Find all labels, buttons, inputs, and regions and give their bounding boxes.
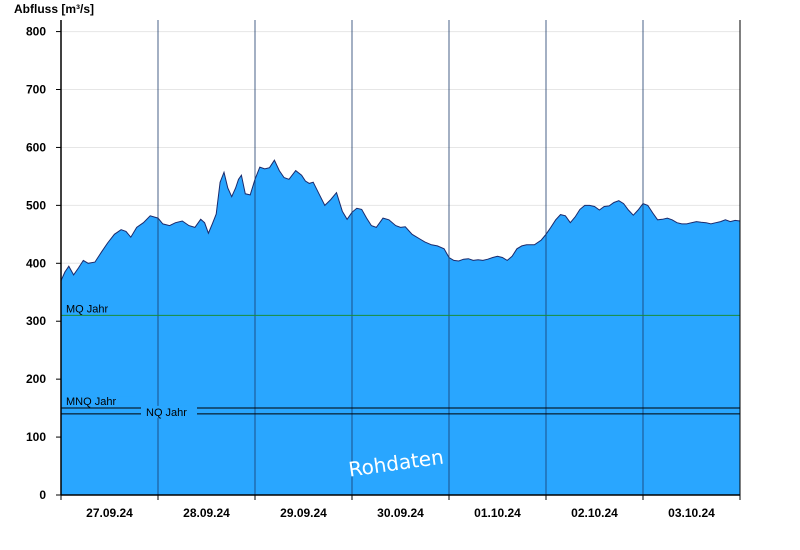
mq-label: MQ Jahr <box>66 303 109 315</box>
x-ticks: 27.09.24 28.09.24 29.09.24 30.09.24 01.10.24… <box>60 495 741 520</box>
area-series <box>60 159 741 495</box>
y-tick-label: 800 <box>26 25 46 39</box>
y-axis-title: Abfluss [m³/s] <box>14 2 94 16</box>
x-tick-label: 02.10.24 <box>571 506 618 520</box>
nq-label: NQ Jahr <box>146 407 187 419</box>
y-tick-label: 100 <box>26 430 46 444</box>
x-tick-label: 27.09.24 <box>86 506 133 520</box>
x-tick-label: 30.09.24 <box>377 506 424 520</box>
y-tick-label: 300 <box>26 314 46 328</box>
y-tick-label: 600 <box>26 140 46 154</box>
y-ticks: 0 100 200 300 400 500 600 700 800 <box>26 25 61 502</box>
y-tick-label: 0 <box>39 488 46 502</box>
y-tick-label: 500 <box>26 198 46 212</box>
nq-label-bg <box>141 405 197 418</box>
mnq-label-bg <box>63 396 135 408</box>
reference-lines: MQ Jahr MNQ Jahr NQ Jahr <box>61 303 740 419</box>
x-tick-label: 01.10.24 <box>474 506 521 520</box>
discharge-line <box>60 159 741 281</box>
axes <box>60 20 741 496</box>
x-tick-label: 29.09.24 <box>280 506 327 520</box>
y-tick-label: 200 <box>26 372 46 386</box>
day-separators <box>157 20 644 495</box>
mnq-label: MNQ Jahr <box>66 396 116 408</box>
y-tick-label: 700 <box>26 83 46 97</box>
y-tick-label: 400 <box>26 256 46 270</box>
x-tick-label: 28.09.24 <box>183 506 230 520</box>
x-tick-label: 03.10.24 <box>668 506 715 520</box>
discharge-area <box>61 160 740 495</box>
